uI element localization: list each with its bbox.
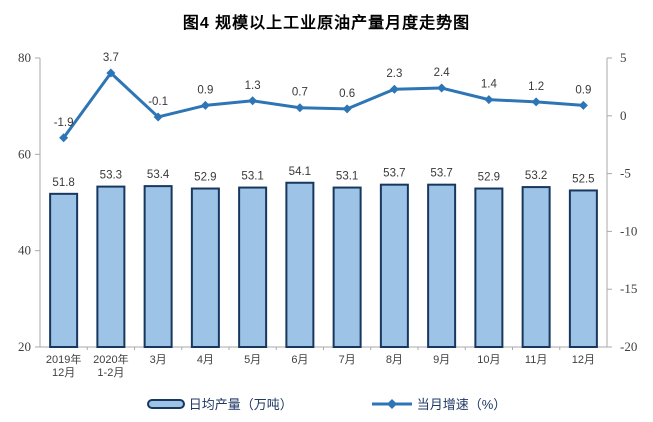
line-series-swatch-icon bbox=[371, 398, 413, 410]
bar bbox=[96, 185, 126, 348]
x-axis-category-label: 7月 bbox=[339, 354, 356, 366]
right-axis-tick-label: -20 bbox=[620, 339, 637, 354]
x-axis-category-label: 2019年 12月 bbox=[46, 352, 81, 379]
line-value-label: 0.7 bbox=[292, 87, 308, 99]
right-axis-tick-label: -15 bbox=[620, 281, 637, 296]
line-value-label: 0.9 bbox=[575, 84, 591, 96]
line-marker-icon bbox=[484, 95, 494, 105]
legend-production-label: 日均产量（万吨） bbox=[188, 397, 293, 412]
x-axis-category-label: 3月 bbox=[150, 354, 167, 366]
right-axis-tick-label: -5 bbox=[620, 166, 631, 181]
bar bbox=[379, 183, 409, 348]
line-value-label: 2.4 bbox=[434, 67, 451, 79]
right-axis-tick-label: 5 bbox=[620, 50, 627, 65]
bar-value-label: 51.8 bbox=[52, 177, 74, 189]
bar-value-label: 53.7 bbox=[383, 168, 405, 180]
left-axis-tick-label: 40 bbox=[18, 243, 31, 258]
x-axis-category-label: 6月 bbox=[291, 354, 308, 366]
line-value-label: -0.1 bbox=[148, 96, 168, 108]
bar bbox=[427, 183, 457, 348]
line-marker-icon bbox=[248, 96, 258, 106]
bar-value-label: 52.9 bbox=[194, 172, 216, 184]
bar-value-label: 53.2 bbox=[525, 170, 547, 182]
x-axis-category-label: 12月 bbox=[572, 354, 595, 366]
x-axis-category-label: 2020年 1-2月 bbox=[93, 352, 128, 379]
line-marker-icon bbox=[106, 68, 116, 78]
right-axis-tick-label: -10 bbox=[620, 223, 637, 238]
bar-value-label: 52.9 bbox=[478, 172, 500, 184]
x-axis-category-label: 11月 bbox=[525, 354, 547, 366]
line-value-label: 2.3 bbox=[386, 68, 402, 80]
chart-legend: 日均产量（万吨） 当月增速（%） bbox=[0, 394, 653, 413]
bar bbox=[474, 187, 504, 348]
x-axis-category-label: 10月 bbox=[477, 354, 500, 366]
chart-title: 图4 规模以上工业原油产量月度走势图 bbox=[182, 15, 471, 32]
line-value-label: 0.9 bbox=[197, 84, 213, 96]
legend-growth-label: 当月增速（%） bbox=[416, 397, 507, 412]
bar-value-label: 54.1 bbox=[289, 166, 311, 178]
bar-value-label: 53.4 bbox=[147, 169, 170, 181]
line-value-label: -1.9 bbox=[54, 117, 74, 129]
right-axis-tick-label: 0 bbox=[620, 108, 627, 123]
line-value-label: 1.3 bbox=[245, 80, 261, 92]
line-value-label: 1.2 bbox=[528, 81, 544, 93]
line-marker-icon bbox=[295, 103, 305, 113]
bar bbox=[568, 189, 598, 348]
bar bbox=[238, 186, 268, 348]
bar bbox=[521, 186, 551, 348]
bar-series-swatch-icon bbox=[146, 398, 185, 409]
bar bbox=[143, 185, 173, 348]
bar-value-label: 53.3 bbox=[100, 170, 122, 182]
line-marker-icon bbox=[437, 83, 447, 93]
legend-item-growth: 当月增速（%） bbox=[371, 394, 507, 413]
x-axis-category-label: 8月 bbox=[386, 354, 403, 366]
bar bbox=[285, 181, 315, 348]
line-value-label: 3.7 bbox=[103, 52, 119, 64]
legend-item-production: 日均产量（万吨） bbox=[146, 394, 293, 413]
bar-value-label: 53.7 bbox=[430, 168, 452, 180]
bar-value-label: 53.1 bbox=[336, 171, 358, 183]
bar bbox=[190, 187, 220, 348]
x-axis-category-label: 4月 bbox=[197, 354, 214, 366]
line-marker-icon bbox=[389, 84, 399, 94]
bar-value-label: 52.5 bbox=[572, 173, 594, 185]
line-marker-icon bbox=[578, 100, 588, 110]
left-axis-tick-label: 60 bbox=[18, 146, 31, 161]
line-marker-icon bbox=[342, 104, 352, 114]
x-axis-category-label: 9月 bbox=[433, 354, 450, 366]
growth-line bbox=[62, 71, 585, 140]
bar bbox=[332, 186, 362, 348]
line-marker-icon bbox=[59, 133, 69, 143]
line-marker-icon bbox=[531, 97, 541, 107]
line-value-label: 0.6 bbox=[339, 88, 355, 100]
bar-value-label: 53.1 bbox=[241, 171, 263, 183]
line-value-label: 1.4 bbox=[481, 79, 498, 91]
bar bbox=[49, 192, 79, 348]
line-marker-icon bbox=[200, 100, 210, 110]
x-axis-category-label: 5月 bbox=[244, 354, 261, 366]
line-marker-icon bbox=[153, 112, 163, 122]
left-axis-tick-label: 80 bbox=[18, 50, 31, 65]
left-axis-tick-label: 20 bbox=[18, 339, 31, 354]
